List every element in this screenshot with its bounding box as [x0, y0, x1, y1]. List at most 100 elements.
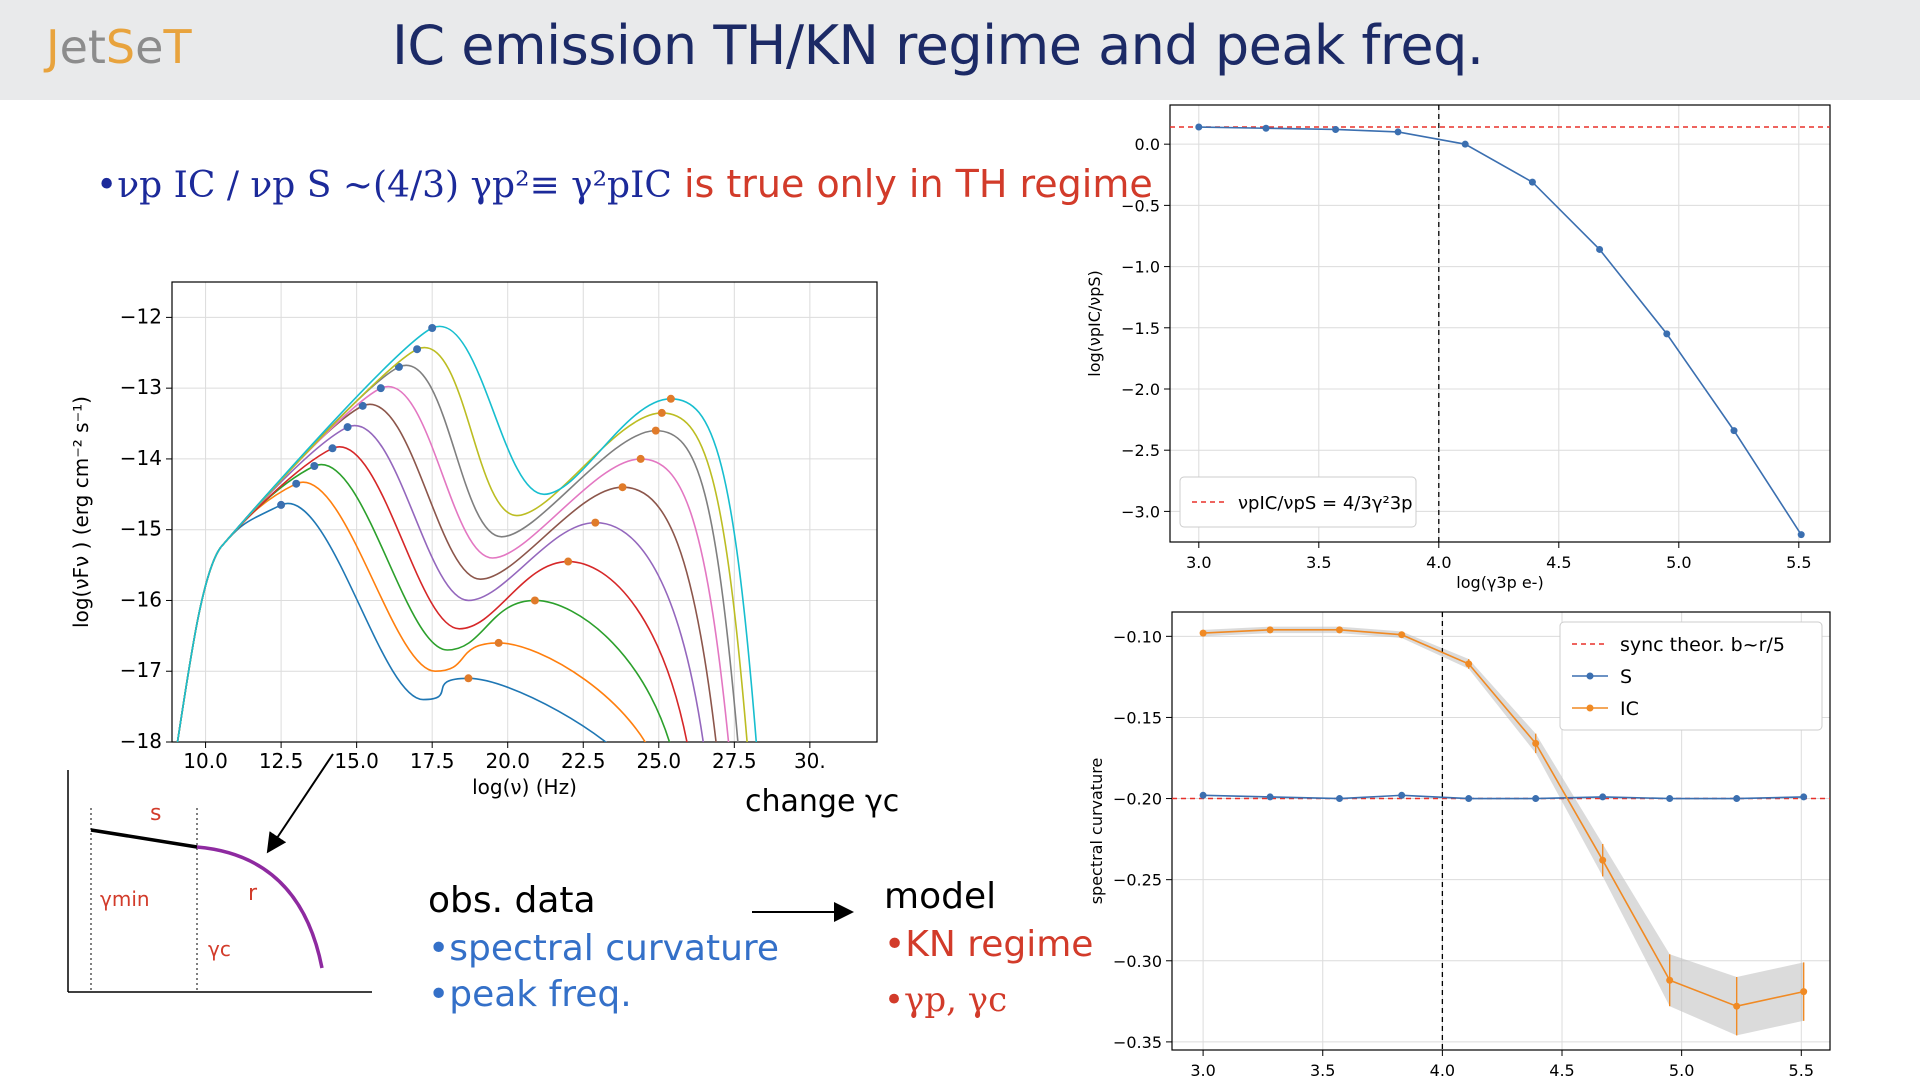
s-slope-line [90, 828, 198, 849]
ic-peak-point [494, 638, 503, 647]
curvature-point-S [1666, 795, 1674, 803]
y-tick-label: −14 [120, 446, 162, 470]
ic-peak-point [618, 483, 627, 492]
x-tick-label: 25.0 [637, 749, 682, 773]
bullet-equation: νp IC / νp S ~(4/3) γp²≡ γ²pIC [117, 165, 672, 206]
ratio-point [1394, 128, 1402, 136]
peak-ratio-chart: 3.0 3.5 4.0 4.5 5.0 5.5 0.0 −0.5 −1.0 −1.5 −2.0 −2.… [1085, 104, 1831, 592]
curvature-point-IC [1335, 626, 1343, 634]
ratio-point [1195, 123, 1203, 131]
y-tick-label: −3.0 [1121, 502, 1160, 521]
x-axis-label: log(ν) (Hz) [472, 775, 577, 799]
sed-chart: 10.0 12.5 15.0 17.5 20.0 22.5 25.0 27.5 30. −12 −1… [69, 281, 878, 799]
x-tick-label: 5.5 [1786, 553, 1811, 572]
x-tick-label: 4.5 [1549, 1061, 1574, 1080]
x-tick-label: 3.5 [1306, 553, 1331, 572]
x-tick-label: 22.5 [561, 749, 606, 773]
obs-item-curvature: •spectral curvature [428, 928, 780, 969]
y-tick-label: −15 [120, 517, 162, 541]
y-tick-label: −0.35 [1113, 1033, 1162, 1052]
x-tick-label: 27.5 [712, 749, 757, 773]
curvature-line-IC [1203, 629, 1804, 1008]
y-axis-label: log(νFν ) (erg cm⁻² s⁻¹) [69, 396, 93, 628]
sync-peak-point [358, 401, 367, 410]
header-bar [0, 0, 1920, 100]
legend-label: IC [1620, 698, 1639, 720]
sed-curve-orange [176, 481, 647, 742]
curvature-point-IC [1398, 631, 1406, 639]
flow-arrow [752, 902, 854, 922]
sync-peak-point [394, 362, 403, 371]
curvature-point-IC [1733, 1002, 1741, 1010]
model-item-gamma: •γp, γc [884, 980, 1008, 1020]
ratio-point [1461, 140, 1469, 148]
slide-title: IC emission TH/KN regime and peak freq. [392, 14, 1484, 77]
curvature-point-S [1733, 795, 1741, 803]
y-tick-label: −1.0 [1121, 258, 1160, 277]
x-tick-label: 3.0 [1186, 553, 1211, 572]
model-title: model [884, 876, 997, 917]
ratio-point [1528, 178, 1536, 186]
sed-curve-blue [176, 502, 607, 742]
x-tick-label: 4.0 [1426, 553, 1451, 572]
bullet-statement: •νp IC / νp S ~(4/3) γp²≡ γ²pIC is true … [96, 162, 1153, 207]
y-tick-label: −12 [120, 304, 162, 328]
y-axis-label: log(νpIC/νpS) [1085, 270, 1104, 377]
ic-peak-point [464, 674, 473, 683]
ic-peak-point [657, 408, 666, 417]
legend-label: νpIC/νpS = 4/3γ²3p [1238, 493, 1413, 514]
curvature-point-S [1398, 791, 1406, 799]
curvature-chart: 3.0 3.5 4.0 4.5 5.0 5.5 −0.10 −0.15 −0.20 −0.25 −0… [1087, 611, 1831, 1080]
y-tick-label: −2.5 [1121, 441, 1160, 460]
x-tick-label: 20.0 [485, 749, 530, 773]
y-tick-label: −18 [120, 729, 162, 753]
obs-item-peak: •peak freq. [428, 974, 632, 1015]
y-tick-label: −0.25 [1113, 871, 1162, 890]
curvature-point-S [1335, 795, 1343, 803]
ic-error-band [1203, 626, 1804, 1036]
curvature-point-S [1532, 795, 1540, 803]
plot-frame [1171, 611, 1831, 1051]
curvature-point-S [1266, 793, 1274, 801]
bullet-dot: • [96, 165, 118, 206]
ratio-point [1797, 531, 1805, 539]
schematic-gc-label: γc [208, 937, 231, 961]
ic-peak-point [564, 557, 573, 566]
x-tick-label: 12.5 [259, 749, 304, 773]
legend-marker [1586, 704, 1594, 712]
curvature-point-IC [1800, 988, 1808, 996]
ic-peak-point [591, 518, 600, 527]
sync-peak-point [292, 479, 301, 488]
x-tick-label: 5.5 [1789, 1061, 1814, 1080]
curvature-point-IC [1532, 739, 1540, 747]
y-tick-label: −16 [120, 587, 162, 611]
sync-peak-point [413, 345, 422, 354]
model-item-kn: •KN regime [884, 924, 1094, 965]
curvature-point-IC [1266, 626, 1274, 634]
y-tick-label: −2.0 [1121, 380, 1160, 399]
bullet-note: is true only in TH regime [671, 162, 1153, 206]
plot-frame [1169, 104, 1831, 543]
plot-frame [171, 281, 878, 743]
ratio-point [1332, 125, 1340, 133]
r-curvature-curve [196, 845, 324, 969]
sed-curve-red [176, 445, 688, 742]
legend-box [1559, 621, 1823, 731]
ratio-line [1198, 126, 1802, 536]
ratio-point [1730, 427, 1738, 435]
pointer-arrow [266, 753, 334, 854]
electron-schematic: s r γmin γc [67, 770, 372, 993]
schematic-s-label: s [150, 801, 161, 826]
ratio-point [1663, 330, 1671, 338]
sync-peak-point [310, 462, 319, 470]
obs-data-title: obs. data [428, 880, 596, 921]
jetset-logo: JetSeT [46, 20, 192, 74]
sed-curve-cyan [176, 325, 758, 742]
schematic-r-label: r [248, 881, 258, 906]
curvature-point-IC [1599, 856, 1607, 864]
y-tick-label: −0.10 [1113, 627, 1162, 646]
x-axis-label: log(γ3p e-) [1456, 573, 1543, 592]
sync-peak-point [428, 324, 437, 332]
y-tick-label: −13 [120, 375, 162, 399]
x-tick-label: 3.0 [1190, 1061, 1215, 1080]
